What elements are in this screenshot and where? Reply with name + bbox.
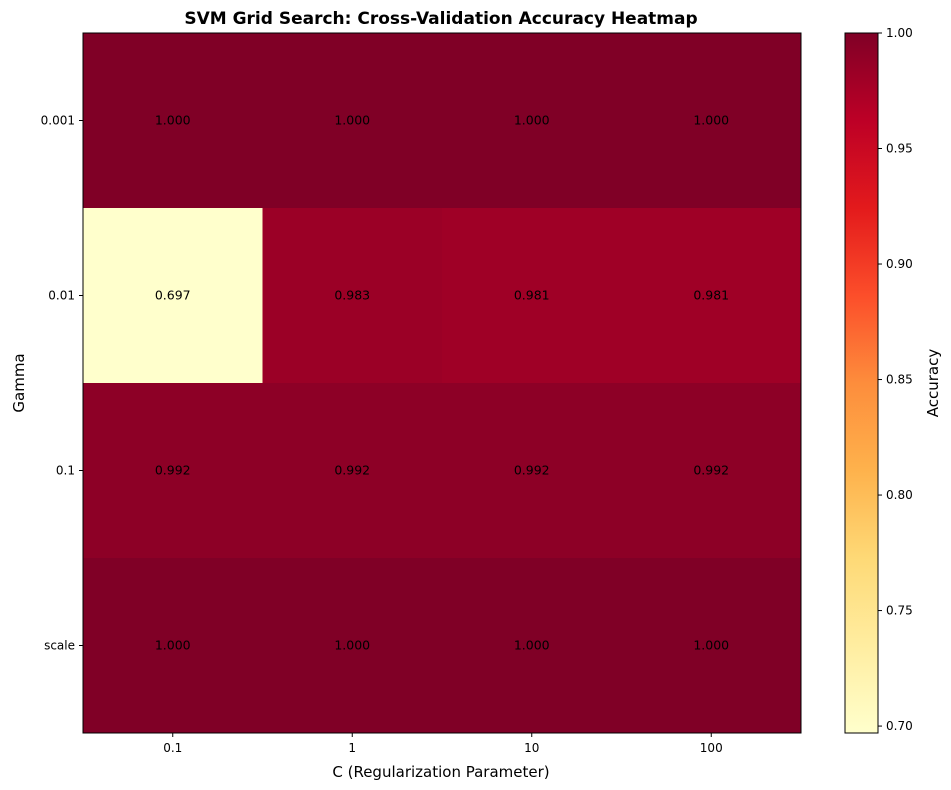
x-axis-label: C (Regularization Parameter) bbox=[332, 763, 549, 781]
cell-value-label: 0.992 bbox=[514, 463, 550, 478]
cell-value-label: 0.981 bbox=[693, 288, 729, 303]
cell-value-label: 0.992 bbox=[334, 463, 370, 478]
colorbar-tick-label: 0.85 bbox=[886, 373, 913, 387]
x-tick-label: 0.1 bbox=[163, 741, 182, 755]
x-tick-label: 100 bbox=[700, 741, 723, 755]
cell-value-label: 0.983 bbox=[334, 288, 370, 303]
y-tick-label: 0.001 bbox=[41, 114, 75, 128]
heatmap-cell bbox=[621, 383, 802, 559]
cell-value-label: 1.000 bbox=[155, 638, 191, 653]
heatmap-cell bbox=[83, 208, 263, 384]
colorbar-tick-label: 0.95 bbox=[886, 142, 913, 156]
heatmap-cell bbox=[442, 33, 622, 209]
y-tick-label: 0.01 bbox=[48, 289, 75, 303]
colorbar-label: Accuracy bbox=[924, 349, 942, 418]
y-axis-label: Gamma bbox=[10, 353, 28, 412]
heatmap-cell bbox=[621, 208, 802, 384]
cell-value-label: 1.000 bbox=[514, 113, 550, 128]
heatmap-cell bbox=[83, 383, 263, 559]
cell-value-label: 0.697 bbox=[155, 288, 191, 303]
heatmap-cell bbox=[83, 33, 263, 209]
cell-value-label: 1.000 bbox=[514, 638, 550, 653]
cell-value-label: 1.000 bbox=[155, 113, 191, 128]
y-axis-ticks: 0.001 0.01 0.1 scale bbox=[41, 114, 83, 653]
heatmap-cell bbox=[262, 558, 443, 734]
colorbar-tick-label: 0.90 bbox=[886, 257, 913, 271]
colorbar-ticks: 0.70 0.75 0.80 0.85 0.90 0.95 1.00 bbox=[878, 26, 913, 733]
colorbar-tick-label: 0.75 bbox=[886, 604, 913, 618]
colorbar bbox=[844, 32, 879, 734]
cell-value-label: 0.981 bbox=[514, 288, 550, 303]
heatmap-cells: 1.000 1.000 1.000 1.000 0.697 0.983 0.981 0.981… bbox=[83, 33, 802, 734]
heatmap-cell bbox=[621, 33, 802, 209]
cell-value-label: 1.000 bbox=[693, 113, 729, 128]
heatmap-cell bbox=[442, 558, 622, 734]
colorbar-tick-label: 1.00 bbox=[886, 26, 913, 40]
x-axis-ticks: 0.1 1 10 100 bbox=[163, 733, 723, 755]
x-tick-label: 1 bbox=[348, 741, 356, 755]
heatmap-cell bbox=[262, 208, 443, 384]
cell-value-label: 1.000 bbox=[334, 638, 370, 653]
colorbar-tick-label: 0.70 bbox=[886, 719, 913, 733]
heatmap-cell bbox=[262, 33, 443, 209]
y-tick-label: 0.1 bbox=[56, 464, 75, 478]
cell-value-label: 1.000 bbox=[693, 638, 729, 653]
cell-value-label: 1.000 bbox=[334, 113, 370, 128]
heatmap-cell bbox=[83, 558, 263, 734]
heatmap-cell bbox=[621, 558, 802, 734]
chart-title: SVM Grid Search: Cross-Validation Accura… bbox=[184, 9, 697, 29]
plot-frame bbox=[82, 32, 802, 734]
heatmap-cell bbox=[262, 383, 443, 559]
x-tick-label: 10 bbox=[524, 741, 539, 755]
cell-value-label: 0.992 bbox=[155, 463, 191, 478]
y-tick-label: scale bbox=[44, 639, 75, 653]
cell-value-label: 0.992 bbox=[693, 463, 729, 478]
colorbar-tick-label: 0.80 bbox=[886, 488, 913, 502]
heatmap-cell bbox=[442, 208, 622, 384]
heatmap-cell bbox=[442, 383, 622, 559]
